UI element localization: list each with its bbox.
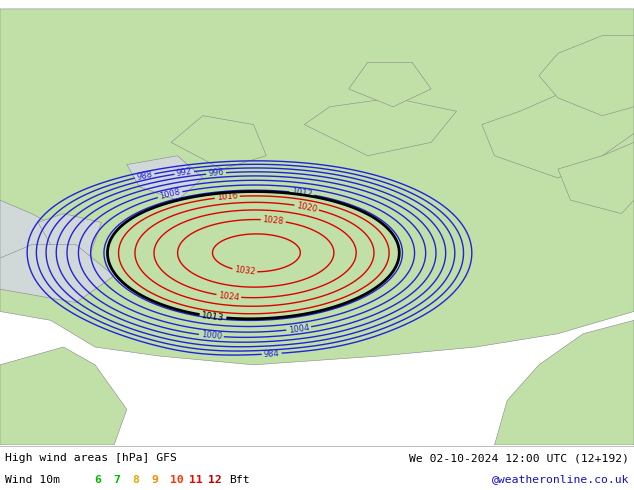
Text: 1000: 1000 bbox=[200, 330, 222, 341]
Text: 8: 8 bbox=[132, 475, 139, 485]
Text: 988: 988 bbox=[136, 170, 153, 182]
Text: 9: 9 bbox=[151, 475, 158, 485]
Text: 1028: 1028 bbox=[262, 215, 284, 226]
Text: 7: 7 bbox=[113, 475, 120, 485]
Text: 6: 6 bbox=[94, 475, 101, 485]
Text: 1008: 1008 bbox=[158, 188, 181, 201]
Text: 992: 992 bbox=[176, 167, 193, 178]
Text: 1032: 1032 bbox=[234, 266, 256, 277]
Text: @weatheronline.co.uk: @weatheronline.co.uk bbox=[491, 475, 629, 485]
Text: 1013: 1013 bbox=[201, 311, 225, 322]
Text: Wind 10m: Wind 10m bbox=[5, 475, 60, 485]
Text: High wind areas [hPa] GFS: High wind areas [hPa] GFS bbox=[5, 453, 177, 463]
Text: 10: 10 bbox=[170, 475, 184, 485]
Text: 984: 984 bbox=[264, 349, 280, 359]
Text: Bft: Bft bbox=[230, 475, 250, 485]
Text: 1004: 1004 bbox=[288, 323, 310, 335]
Text: 996: 996 bbox=[208, 168, 224, 178]
Text: 1020: 1020 bbox=[295, 201, 318, 214]
Text: 12: 12 bbox=[208, 475, 222, 485]
Text: 1024: 1024 bbox=[218, 291, 240, 302]
Text: 11: 11 bbox=[189, 475, 203, 485]
Text: We 02-10-2024 12:00 UTC (12+192): We 02-10-2024 12:00 UTC (12+192) bbox=[409, 453, 629, 463]
Text: 1016: 1016 bbox=[216, 192, 238, 202]
Text: 1012: 1012 bbox=[291, 188, 313, 199]
